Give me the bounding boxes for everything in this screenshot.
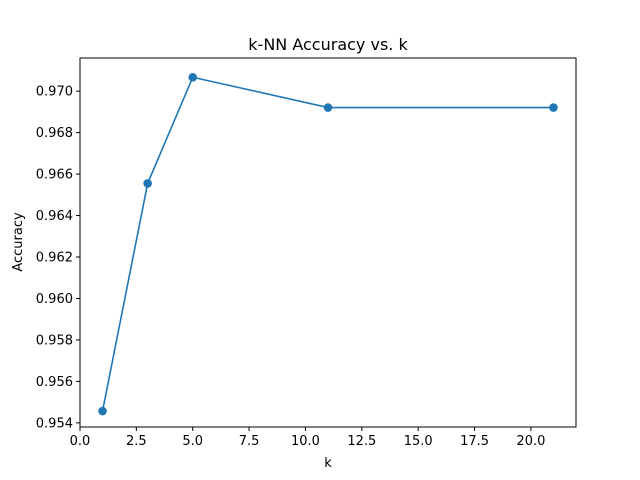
y-tick-label: 0.954 bbox=[36, 416, 73, 431]
x-tick-label: 0.0 bbox=[70, 434, 91, 449]
chart-title: k-NN Accuracy vs. k bbox=[248, 35, 408, 54]
x-tick-label: 10.0 bbox=[291, 434, 320, 449]
data-point bbox=[188, 72, 198, 82]
y-tick-label: 0.962 bbox=[36, 251, 73, 266]
x-tick-label: 15.0 bbox=[404, 434, 433, 449]
data-point bbox=[549, 103, 558, 112]
x-axis: 0.0 2.5 5.0 7.5 10.0 12.5 15.0 17.5 20.0 bbox=[70, 427, 545, 449]
y-axis: 0.954 0.956 0.958 0.960 0.962 0.964 0.966 0.968… bbox=[36, 85, 80, 431]
axes-frame bbox=[79, 57, 577, 428]
y-tick-label: 0.960 bbox=[36, 292, 73, 307]
data-point bbox=[143, 179, 152, 188]
y-tick-label: 0.968 bbox=[36, 126, 73, 141]
y-tick-label: 0.966 bbox=[36, 168, 73, 183]
x-axis-label: k bbox=[324, 456, 332, 471]
y-tick-label: 0.956 bbox=[36, 375, 73, 390]
x-tick-label: 7.5 bbox=[239, 434, 260, 449]
x-tick-label: 12.5 bbox=[347, 434, 376, 449]
y-tick-label: 0.964 bbox=[36, 209, 73, 224]
x-tick-label: 17.5 bbox=[460, 434, 489, 449]
y-tick-label: 0.970 bbox=[36, 85, 73, 100]
plot-area bbox=[98, 72, 558, 416]
data-point bbox=[98, 406, 107, 416]
y-tick-label: 0.958 bbox=[36, 333, 73, 348]
x-tick-label: 5.0 bbox=[182, 434, 203, 449]
data-point bbox=[323, 103, 333, 112]
x-tick-label: 20.0 bbox=[516, 434, 545, 449]
x-tick-label: 2.5 bbox=[126, 434, 147, 449]
y-axis-label: Accuracy bbox=[11, 212, 26, 272]
